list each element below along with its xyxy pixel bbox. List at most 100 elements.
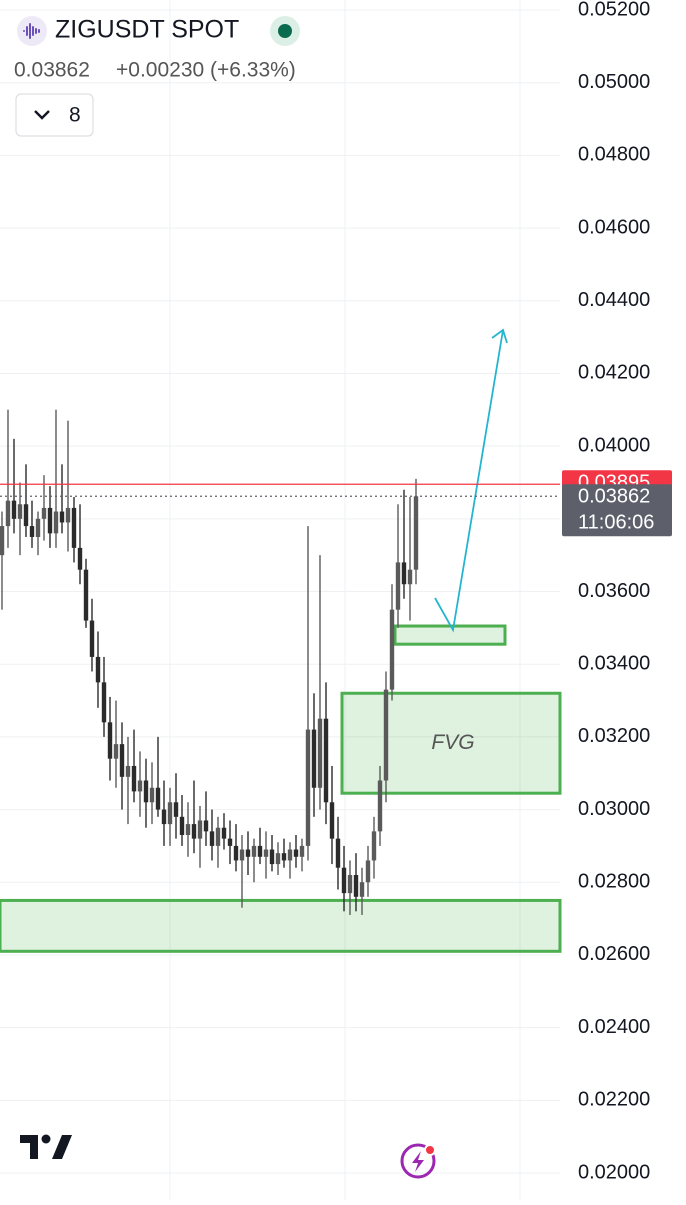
y-tick-label: 0.05200: [578, 0, 650, 20]
candle-body: [53, 511, 59, 534]
y-tick-label: 0.05000: [578, 71, 650, 93]
candle-body: [173, 802, 179, 817]
candle-body: [167, 802, 173, 825]
symbol-icon: [17, 16, 47, 46]
y-tick-label: 0.04600: [578, 216, 650, 238]
candle-body: [407, 569, 413, 585]
candle-body: [239, 849, 245, 861]
candle-body: [41, 507, 47, 519]
y-tick-label: 0.04000: [578, 434, 650, 456]
candle-body: [155, 787, 161, 810]
candle-body: [281, 853, 287, 861]
candle-body: [11, 500, 17, 519]
y-tick-label: 0.04400: [578, 289, 650, 311]
candle-body: [191, 824, 197, 839]
vertical-grid: [169, 0, 521, 1200]
candle-body: [149, 787, 155, 803]
candle-body: [77, 547, 83, 570]
candle-body: [215, 827, 221, 846]
candle-body: [221, 827, 227, 839]
candle-body: [269, 849, 275, 865]
candle-body: [317, 718, 323, 788]
candle-body: [89, 620, 95, 657]
candle-body: [29, 526, 35, 537]
y-tick-label: 0.03200: [578, 725, 650, 747]
candle-body: [389, 609, 395, 690]
candle-body: [47, 507, 53, 534]
candle-body: [65, 507, 71, 523]
candle-body: [377, 780, 383, 832]
candle-body: [305, 729, 311, 846]
candle-body: [95, 656, 101, 683]
symbol-title: ZIGUSDT SPOT: [55, 16, 239, 44]
price-tag-label: 0.03862: [578, 486, 650, 508]
y-tick-label: 0.03000: [578, 798, 650, 820]
candle-body: [293, 849, 299, 857]
candle-body: [287, 849, 293, 861]
y-tick-label: 0.02000: [578, 1161, 650, 1183]
candle-body: [311, 729, 317, 788]
candle-body: [341, 867, 347, 894]
market-status-dot: [278, 24, 292, 38]
y-tick-label: 0.04800: [578, 144, 650, 166]
candle-body: [353, 874, 359, 897]
candle-body: [179, 816, 185, 836]
indicator-count: 8: [69, 104, 81, 127]
candle-body: [17, 504, 23, 519]
candle-body: [161, 809, 167, 825]
zone: [340, 691, 562, 795]
tradingview-logo[interactable]: [20, 1134, 72, 1160]
candle-body: [209, 831, 215, 846]
candle-body: [413, 496, 419, 570]
candle-body: [227, 838, 233, 846]
candle-body: [185, 824, 191, 836]
candle-body: [137, 780, 143, 792]
zone: [0, 898, 562, 953]
candle-body: [125, 765, 131, 777]
candle-body: [263, 849, 269, 857]
candle-body: [401, 562, 407, 585]
candle-body: [203, 820, 209, 832]
candle-body: [245, 849, 251, 857]
candle-body: [5, 500, 11, 527]
countdown: 11:06:06: [578, 512, 654, 534]
candle-body: [71, 507, 77, 548]
candle-body: [299, 845, 305, 857]
candle-body: [395, 562, 401, 610]
candle-body: [251, 845, 257, 857]
candle-body: [275, 853, 281, 865]
zone: [393, 624, 507, 646]
flash-icon[interactable]: [400, 1143, 436, 1179]
candle-body: [257, 845, 263, 857]
y-tick-label: 0.03600: [578, 580, 650, 602]
legend-toggle[interactable]: [15, 93, 94, 137]
candle-body: [359, 882, 365, 897]
candle-body: [59, 511, 65, 523]
candle-body: [113, 744, 119, 759]
price-tag: [562, 484, 672, 537]
candle-body: [371, 831, 377, 861]
candle-body: [233, 845, 239, 861]
candle-body: [35, 518, 41, 537]
candle-body: [365, 860, 371, 883]
candle-body: [335, 838, 341, 868]
y-tick-label: 0.03400: [578, 652, 650, 674]
candle-body: [347, 874, 353, 894]
candle-body: [119, 744, 125, 777]
candle-body: [83, 569, 89, 621]
candle-body: [101, 682, 107, 723]
candle-body: [107, 722, 113, 759]
candle-body: [197, 820, 203, 839]
y-tick-label: 0.02600: [578, 943, 650, 965]
candle-body: [143, 780, 149, 803]
y-tick-label: 0.02400: [578, 1016, 650, 1038]
candle-body: [323, 718, 329, 803]
y-tick-label: 0.04200: [578, 362, 650, 384]
candle-body: [383, 689, 389, 781]
y-tick-label: 0.02200: [578, 1089, 650, 1111]
chevron-icon: [34, 110, 50, 120]
y-tick-label: 0.02800: [578, 871, 650, 893]
candle-body: [329, 802, 335, 839]
price-change: +0.00230 (+6.33%): [116, 59, 296, 82]
